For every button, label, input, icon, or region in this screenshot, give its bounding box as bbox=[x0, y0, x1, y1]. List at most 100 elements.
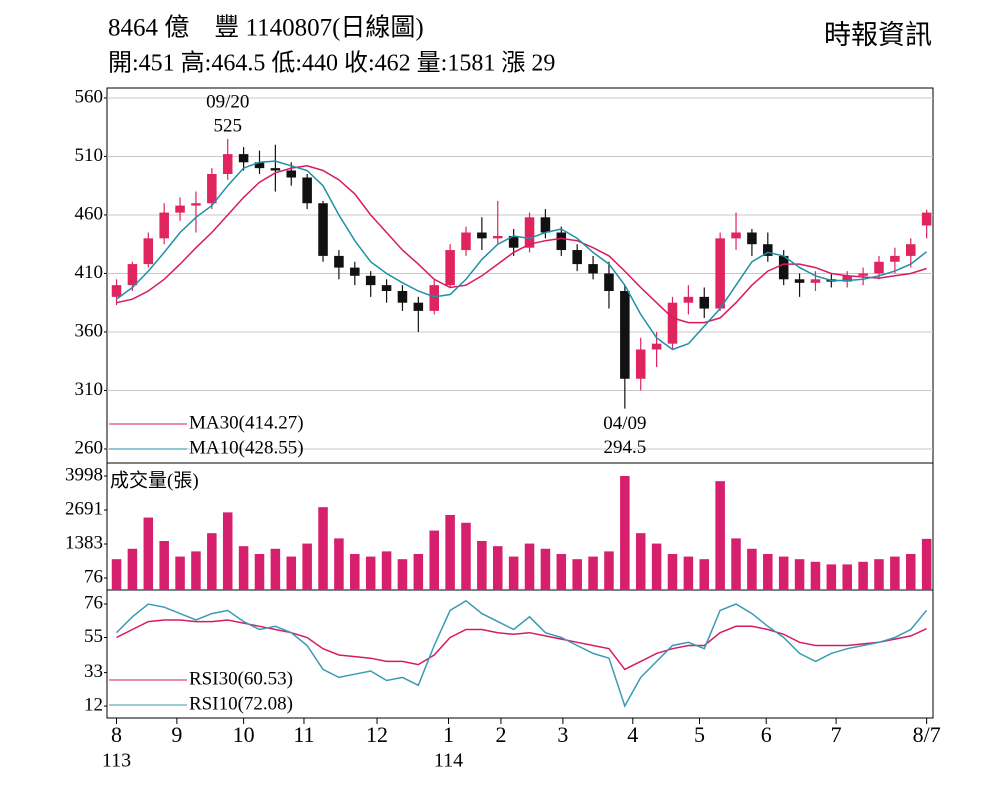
volume-bar bbox=[683, 556, 694, 590]
volume-bar bbox=[699, 559, 710, 590]
candle-body bbox=[604, 273, 614, 292]
x-tick-label: 10 bbox=[233, 722, 255, 747]
x-tick-label: 11 bbox=[293, 722, 314, 747]
x-tick-label: 8 bbox=[111, 722, 122, 747]
candle-body bbox=[747, 232, 757, 245]
y-tick-label: 460 bbox=[75, 203, 104, 224]
candle-body bbox=[381, 285, 392, 292]
volume-bar bbox=[778, 556, 789, 590]
candle-body bbox=[175, 205, 185, 213]
volume-bar bbox=[461, 522, 471, 590]
y-tick-label: 33 bbox=[84, 661, 103, 682]
y-tick-label: 2691 bbox=[65, 498, 103, 519]
candle-body bbox=[270, 168, 281, 171]
volume-bar bbox=[588, 556, 598, 590]
y-tick-label: 560 bbox=[75, 86, 104, 107]
candle-body bbox=[778, 255, 789, 280]
candle-body bbox=[683, 296, 694, 303]
volume-bar bbox=[620, 476, 630, 590]
candle-body bbox=[874, 261, 884, 274]
candle-body bbox=[191, 203, 201, 206]
volume-bar bbox=[540, 548, 551, 590]
legend-label: MA30(414.27) bbox=[189, 412, 304, 433]
y-tick-label: 510 bbox=[75, 145, 104, 166]
candle-body bbox=[222, 154, 233, 174]
x-tick-label: 7 bbox=[831, 722, 842, 747]
x-tick-label: 4 bbox=[627, 722, 638, 747]
volume-bar bbox=[890, 556, 900, 590]
volume-bar bbox=[826, 564, 837, 590]
y-tick-label: 1383 bbox=[65, 532, 103, 553]
volume-bar bbox=[842, 564, 852, 590]
candle-body bbox=[890, 255, 900, 262]
candle-body bbox=[508, 236, 519, 248]
line-series bbox=[116, 619, 927, 671]
candle-body bbox=[429, 285, 439, 311]
y-tick-label: 12 bbox=[84, 694, 103, 715]
x-tick-label: 1 bbox=[443, 722, 454, 747]
candle-body bbox=[445, 250, 455, 286]
volume-bar bbox=[508, 556, 519, 590]
x-tick-label: 12 bbox=[366, 722, 388, 747]
candle-body bbox=[715, 238, 725, 309]
volume-bar bbox=[222, 512, 233, 590]
volume-bar bbox=[175, 556, 185, 590]
volume-bar bbox=[921, 538, 932, 590]
x-tick-label: 3 bbox=[557, 722, 568, 747]
volume-bar bbox=[556, 553, 567, 590]
volume-bar bbox=[127, 548, 138, 590]
candle-body bbox=[286, 170, 297, 178]
candle-body bbox=[921, 212, 932, 226]
candle-body bbox=[731, 232, 741, 239]
candle-body bbox=[620, 291, 630, 379]
y-tick-label: 410 bbox=[75, 262, 104, 283]
candle-body bbox=[699, 296, 710, 309]
candle-body bbox=[477, 232, 487, 239]
volume-bar bbox=[731, 538, 741, 590]
volume-bar bbox=[794, 559, 805, 590]
volume-bar bbox=[429, 530, 439, 590]
volume-bar bbox=[191, 551, 201, 590]
volume-bar bbox=[874, 559, 884, 590]
volume-bar bbox=[651, 543, 662, 590]
candle-body bbox=[794, 279, 805, 283]
y-tick-label: 310 bbox=[75, 379, 104, 400]
candle-body bbox=[842, 275, 852, 282]
y-tick-label: 55 bbox=[84, 626, 103, 647]
header-quote: 開:451 高:464.5 低:440 收:462 量:1581 漲 29 bbox=[108, 50, 555, 77]
x-tick-label: 2 bbox=[495, 722, 506, 747]
candle-body bbox=[492, 236, 503, 239]
volume-bar bbox=[143, 517, 154, 590]
y-tick-label: 260 bbox=[75, 437, 104, 458]
x-year-label: 113 bbox=[102, 750, 131, 772]
line-series bbox=[116, 160, 928, 351]
x-tick-label: 5 bbox=[694, 722, 705, 747]
volume-title: 成交量(張) bbox=[110, 469, 199, 491]
candle-body bbox=[159, 212, 169, 239]
brand: 時報資訊 bbox=[824, 20, 932, 50]
candle-body bbox=[524, 217, 535, 248]
annotation-date: 09/20 bbox=[206, 91, 249, 112]
volume-bar bbox=[302, 543, 312, 590]
candle-body bbox=[540, 217, 551, 233]
candle-body bbox=[207, 173, 217, 204]
volume-bar bbox=[572, 559, 582, 590]
annotation-value: 294.5 bbox=[603, 437, 646, 458]
candle-body bbox=[254, 162, 265, 169]
y-tick-label: 360 bbox=[75, 320, 104, 341]
candle-body bbox=[635, 349, 646, 379]
volume-bar bbox=[905, 553, 916, 590]
x-tick-label: 9 bbox=[171, 722, 182, 747]
volume-bar bbox=[604, 551, 614, 590]
candle-body bbox=[667, 302, 678, 344]
volume-bar bbox=[318, 507, 328, 590]
candle-body bbox=[143, 238, 154, 265]
candle-body bbox=[397, 291, 408, 303]
candle-body bbox=[302, 177, 312, 204]
candle-body bbox=[763, 244, 773, 256]
volume-bar bbox=[159, 540, 169, 590]
volume-bar bbox=[254, 553, 265, 590]
volume-bar bbox=[286, 556, 297, 590]
